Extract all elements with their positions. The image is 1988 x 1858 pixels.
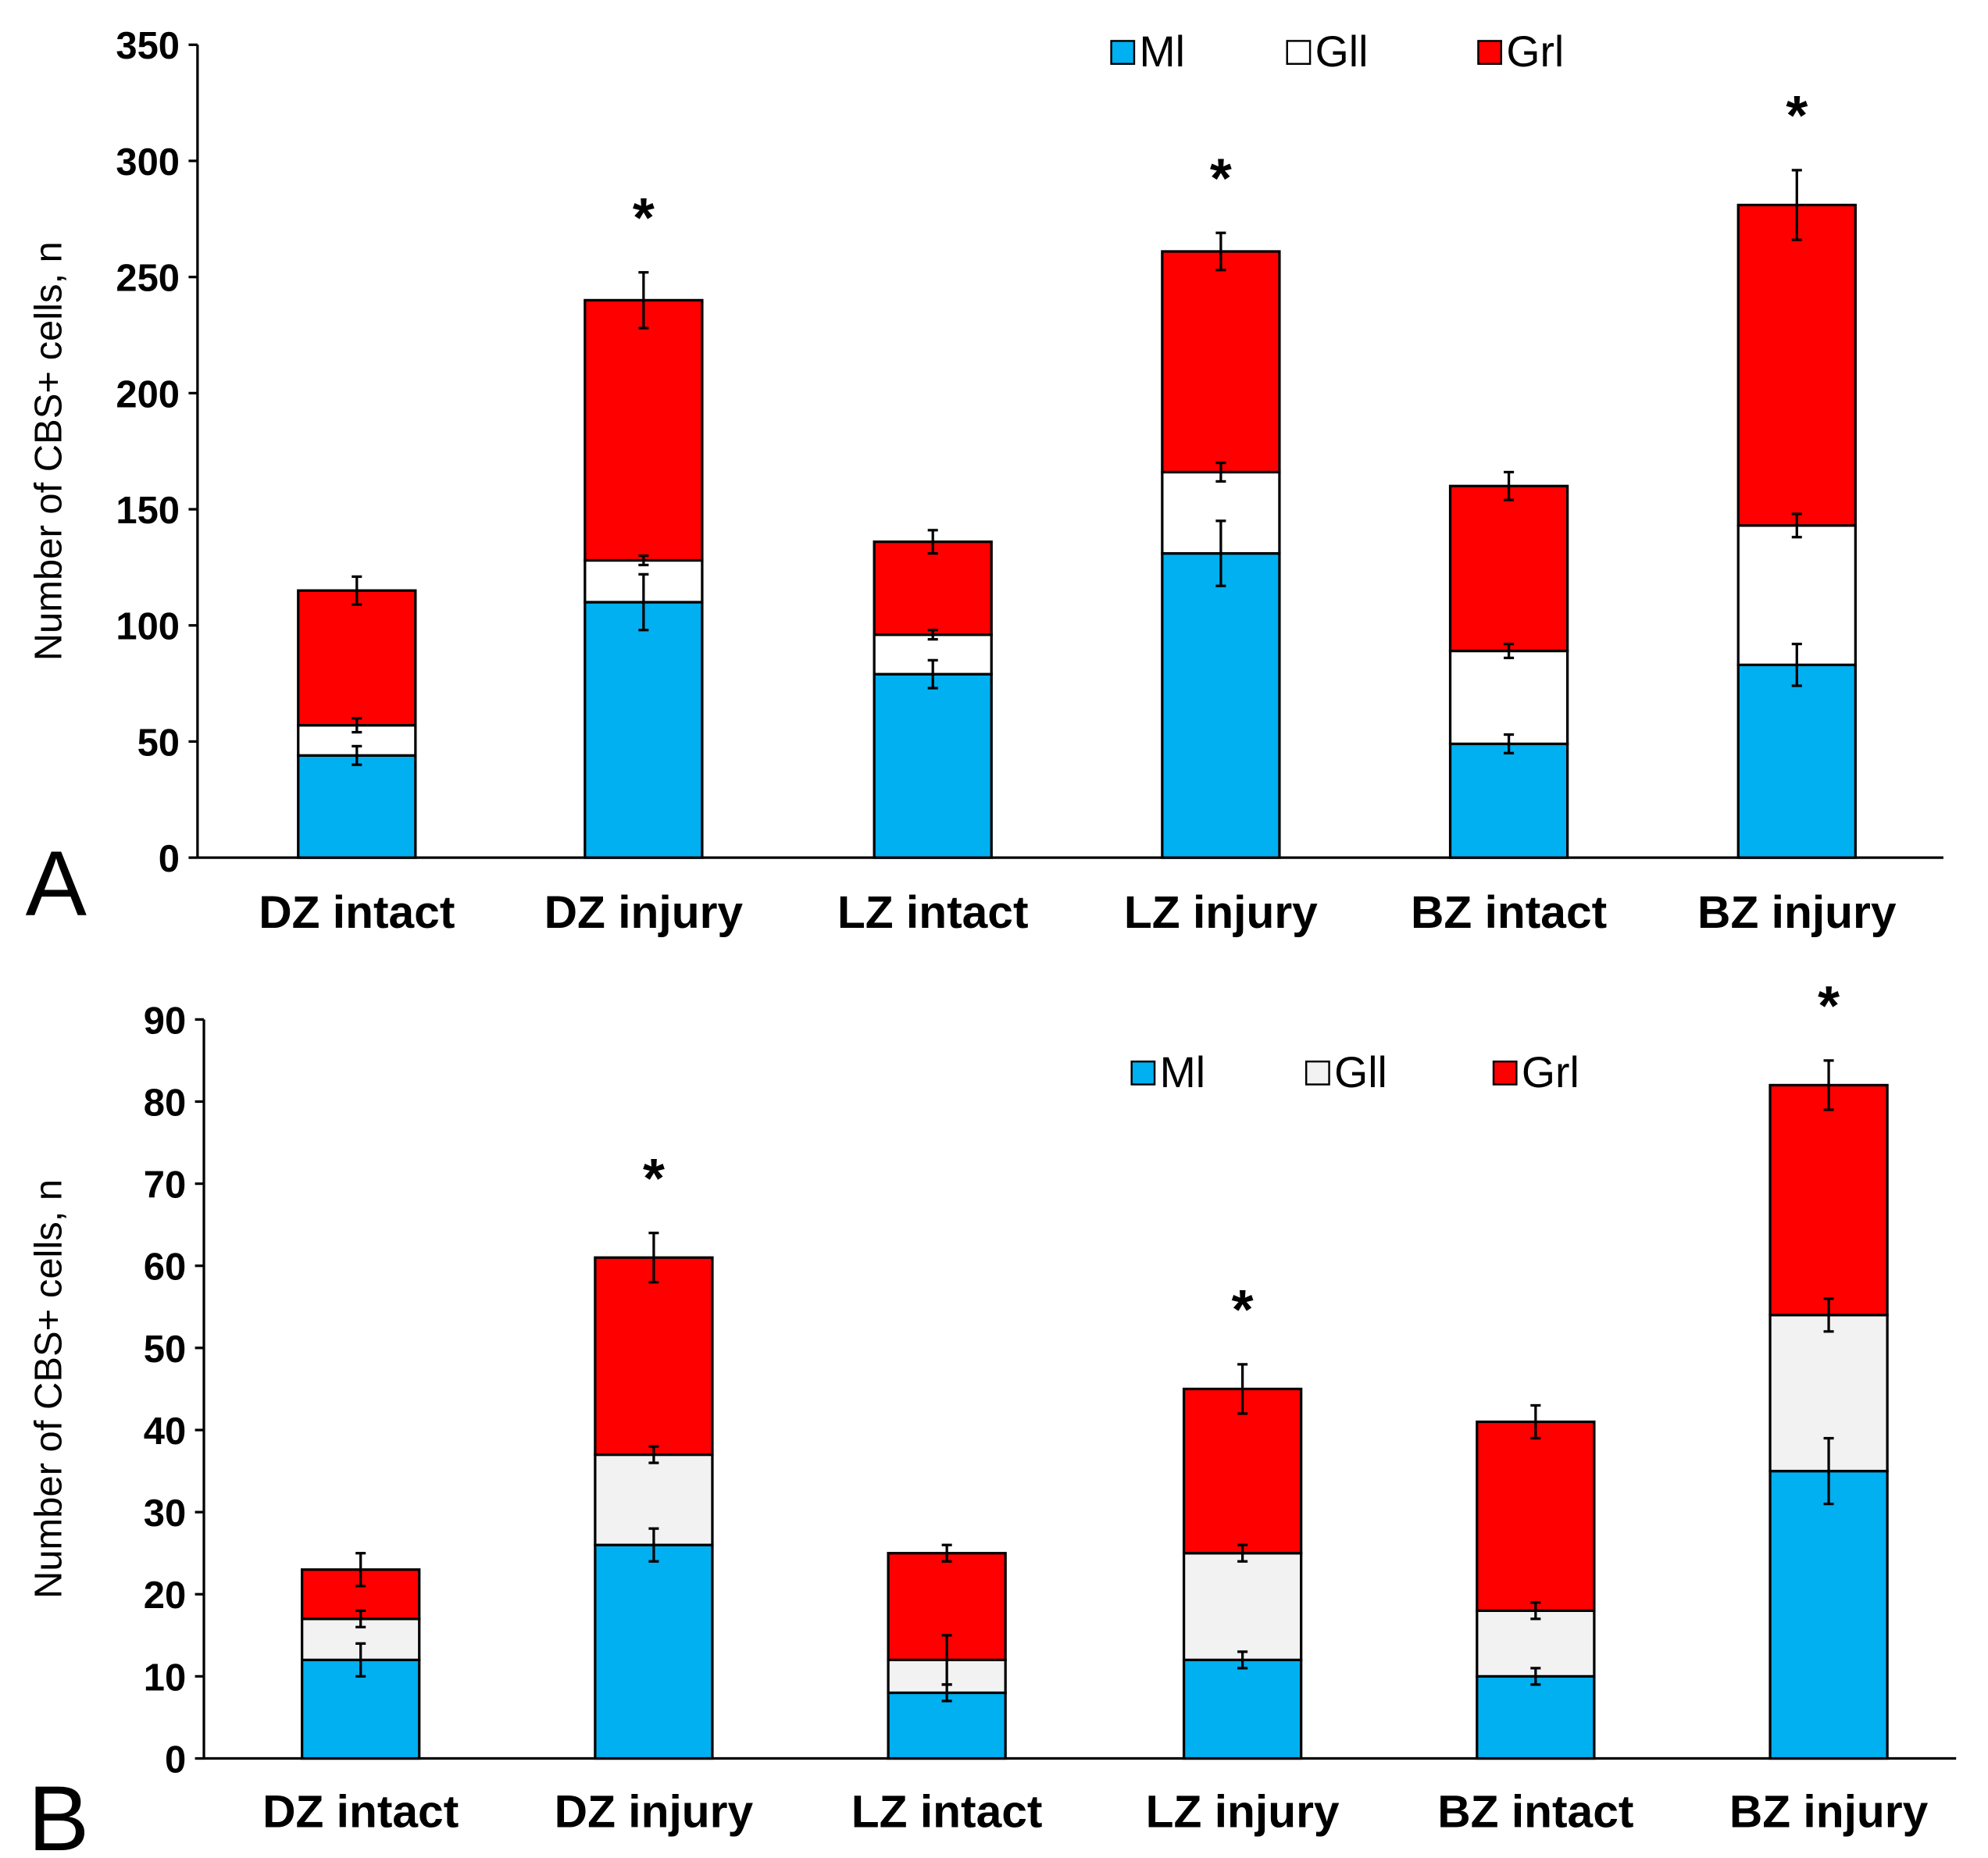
significance-marker: * bbox=[1786, 84, 1808, 147]
significance-marker: * bbox=[1232, 1278, 1254, 1341]
bar-ml bbox=[873, 672, 993, 859]
legend-label: Grl bbox=[1506, 27, 1564, 76]
significance-marker: * bbox=[1210, 148, 1232, 210]
legend-label: Grl bbox=[1522, 1048, 1579, 1097]
x-tick-label: LZ intact bbox=[837, 887, 1029, 938]
bar-grl bbox=[1448, 484, 1569, 653]
y-tick-label: 90 bbox=[144, 1000, 186, 1042]
bar-gll bbox=[1736, 524, 1857, 666]
bar-grl bbox=[594, 1256, 714, 1457]
chart-panel-A: 0 50 100 150 200 250 300 350 Number of CBS+ cell… bbox=[26, 25, 1943, 938]
bar-grl bbox=[1736, 203, 1857, 527]
bar-ml bbox=[594, 1543, 714, 1760]
bar-ml bbox=[297, 754, 417, 859]
y-tick-label: 350 bbox=[116, 25, 180, 67]
bar-gll bbox=[1182, 1552, 1303, 1662]
x-tick-label: BZ intact bbox=[1437, 1787, 1633, 1838]
legend-label: Ml bbox=[1160, 1048, 1206, 1097]
legend-swatch-ml bbox=[1130, 1060, 1156, 1086]
x-tick-label: DZ injury bbox=[555, 1787, 754, 1838]
y-tick-label: 150 bbox=[116, 490, 180, 532]
legend-swatch-grl bbox=[1492, 1060, 1518, 1086]
bar-grl bbox=[297, 589, 417, 727]
x-tick-label: BZ injury bbox=[1697, 887, 1897, 938]
bar-grl bbox=[1182, 1387, 1303, 1555]
bar-ml bbox=[1161, 551, 1281, 859]
y-tick-label: 60 bbox=[144, 1246, 186, 1289]
y-tick-label: 300 bbox=[116, 141, 180, 184]
y-tick-label: 50 bbox=[137, 722, 180, 764]
y-tick-label: 200 bbox=[116, 373, 180, 415]
bar-grl bbox=[873, 540, 993, 637]
y-tick-label: 250 bbox=[116, 258, 180, 300]
y-tick-label: 20 bbox=[144, 1574, 186, 1617]
y-tick-label: 50 bbox=[144, 1328, 186, 1371]
legend-label: Gll bbox=[1315, 27, 1369, 76]
significance-marker: * bbox=[633, 187, 655, 249]
legend-swatch-grl bbox=[1477, 40, 1503, 65]
y-axis-label: Number of CBS+ cells, n bbox=[27, 241, 70, 661]
panel-label: A bbox=[26, 833, 87, 935]
legend-swatch-gll bbox=[1305, 1060, 1330, 1086]
bar-grl bbox=[1768, 1083, 1889, 1317]
y-tick-label: 10 bbox=[144, 1657, 186, 1699]
y-tick-label: 80 bbox=[144, 1082, 186, 1124]
x-tick-label: LZ injury bbox=[1124, 887, 1318, 938]
bar-ml bbox=[584, 601, 704, 859]
bar-gll bbox=[1448, 649, 1569, 746]
bar-grl bbox=[1476, 1420, 1596, 1612]
x-tick-label: BZ injury bbox=[1729, 1787, 1929, 1838]
bar-ml bbox=[1476, 1674, 1596, 1760]
y-tick-label: 0 bbox=[165, 1739, 186, 1781]
bar-ml bbox=[887, 1691, 1007, 1760]
chart-panel-B: 0 10 20 30 40 50 60 70 80 90 Number of CBS+ cells,… bbox=[27, 975, 1957, 1858]
x-tick-label: DZ intact bbox=[259, 887, 455, 938]
panel-label: B bbox=[28, 1767, 89, 1858]
bar-grl bbox=[1161, 250, 1281, 474]
x-tick-label: BZ intact bbox=[1411, 887, 1607, 938]
y-tick-label: 30 bbox=[144, 1492, 186, 1535]
legend-label: Gll bbox=[1334, 1048, 1387, 1097]
x-tick-label: DZ injury bbox=[544, 887, 744, 938]
legend-label: Ml bbox=[1139, 27, 1185, 76]
y-tick-label: 100 bbox=[116, 606, 180, 648]
legend-swatch-ml bbox=[1110, 40, 1136, 65]
x-tick-label: LZ injury bbox=[1146, 1787, 1340, 1838]
significance-marker: * bbox=[1818, 975, 1840, 1037]
bar-ml bbox=[1448, 742, 1569, 859]
y-tick-label: 0 bbox=[159, 838, 180, 880]
x-tick-label: DZ intact bbox=[262, 1787, 459, 1838]
bar-gll bbox=[1476, 1609, 1596, 1678]
bar-ml bbox=[1736, 663, 1857, 859]
bar-grl bbox=[584, 298, 704, 562]
bar-ml bbox=[1182, 1658, 1303, 1760]
bar-ml bbox=[1768, 1469, 1889, 1760]
y-tick-label: 70 bbox=[144, 1164, 186, 1207]
y-tick-label: 40 bbox=[144, 1410, 186, 1453]
y-axis-label: Number of CBS+ cells, n bbox=[27, 1179, 70, 1599]
x-tick-label: LZ intact bbox=[851, 1787, 1043, 1838]
significance-marker: * bbox=[643, 1147, 665, 1210]
legend-swatch-gll bbox=[1286, 40, 1312, 65]
